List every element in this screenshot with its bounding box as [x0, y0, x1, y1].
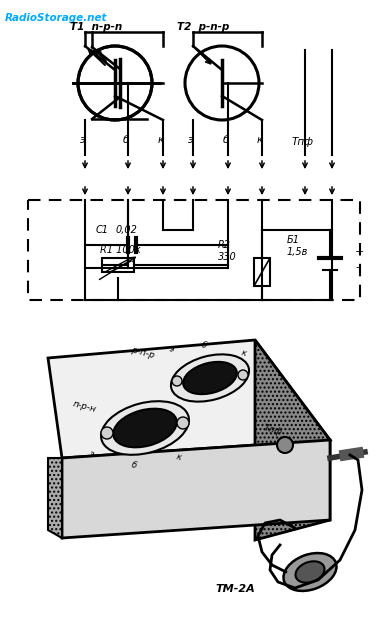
Circle shape	[238, 370, 248, 380]
Text: T1  n-p-n: T1 n-p-n	[70, 22, 122, 32]
Bar	[254, 258, 270, 286]
Bar	[102, 258, 134, 272]
Circle shape	[177, 417, 189, 429]
Text: б: б	[223, 135, 229, 145]
Text: –: –	[355, 262, 361, 272]
Text: Тпф: Тпф	[292, 137, 314, 147]
Text: R1 100к: R1 100к	[100, 245, 141, 255]
Polygon shape	[48, 458, 62, 538]
Ellipse shape	[101, 401, 189, 455]
Text: к: к	[158, 135, 164, 145]
Text: к: к	[257, 135, 263, 145]
Text: п-р-н: п-р-н	[72, 399, 98, 414]
Text: Б1
1,5в: Б1 1,5в	[287, 236, 308, 257]
Text: э: э	[188, 135, 194, 145]
Text: R2
330: R2 330	[218, 241, 237, 262]
Text: б: б	[123, 135, 129, 145]
Text: б: б	[130, 460, 137, 470]
Text: ТМ-2А: ТМ-2А	[215, 584, 255, 594]
Text: р-п-р: р-п-р	[130, 345, 155, 360]
Text: э: э	[168, 344, 175, 354]
Text: б: б	[200, 340, 207, 350]
Text: T2  p-n-p: T2 p-n-p	[177, 22, 229, 32]
Circle shape	[172, 376, 182, 386]
Text: к: к	[240, 348, 247, 358]
Text: Тлф: Тлф	[263, 423, 284, 437]
Text: э: э	[88, 449, 95, 459]
Ellipse shape	[171, 354, 249, 402]
Circle shape	[101, 427, 113, 439]
Ellipse shape	[113, 409, 177, 447]
Polygon shape	[62, 440, 330, 538]
Text: к: к	[175, 452, 182, 462]
Ellipse shape	[296, 561, 324, 582]
Polygon shape	[255, 340, 330, 540]
Text: RadioStorage.net: RadioStorage.net	[5, 13, 107, 23]
Text: C1: C1	[96, 225, 109, 235]
Ellipse shape	[284, 553, 336, 591]
Text: 0,02: 0,02	[116, 225, 138, 235]
Text: э: э	[80, 135, 86, 145]
Text: +: +	[355, 247, 364, 257]
Polygon shape	[48, 340, 330, 458]
Ellipse shape	[183, 362, 237, 394]
Circle shape	[277, 437, 293, 453]
